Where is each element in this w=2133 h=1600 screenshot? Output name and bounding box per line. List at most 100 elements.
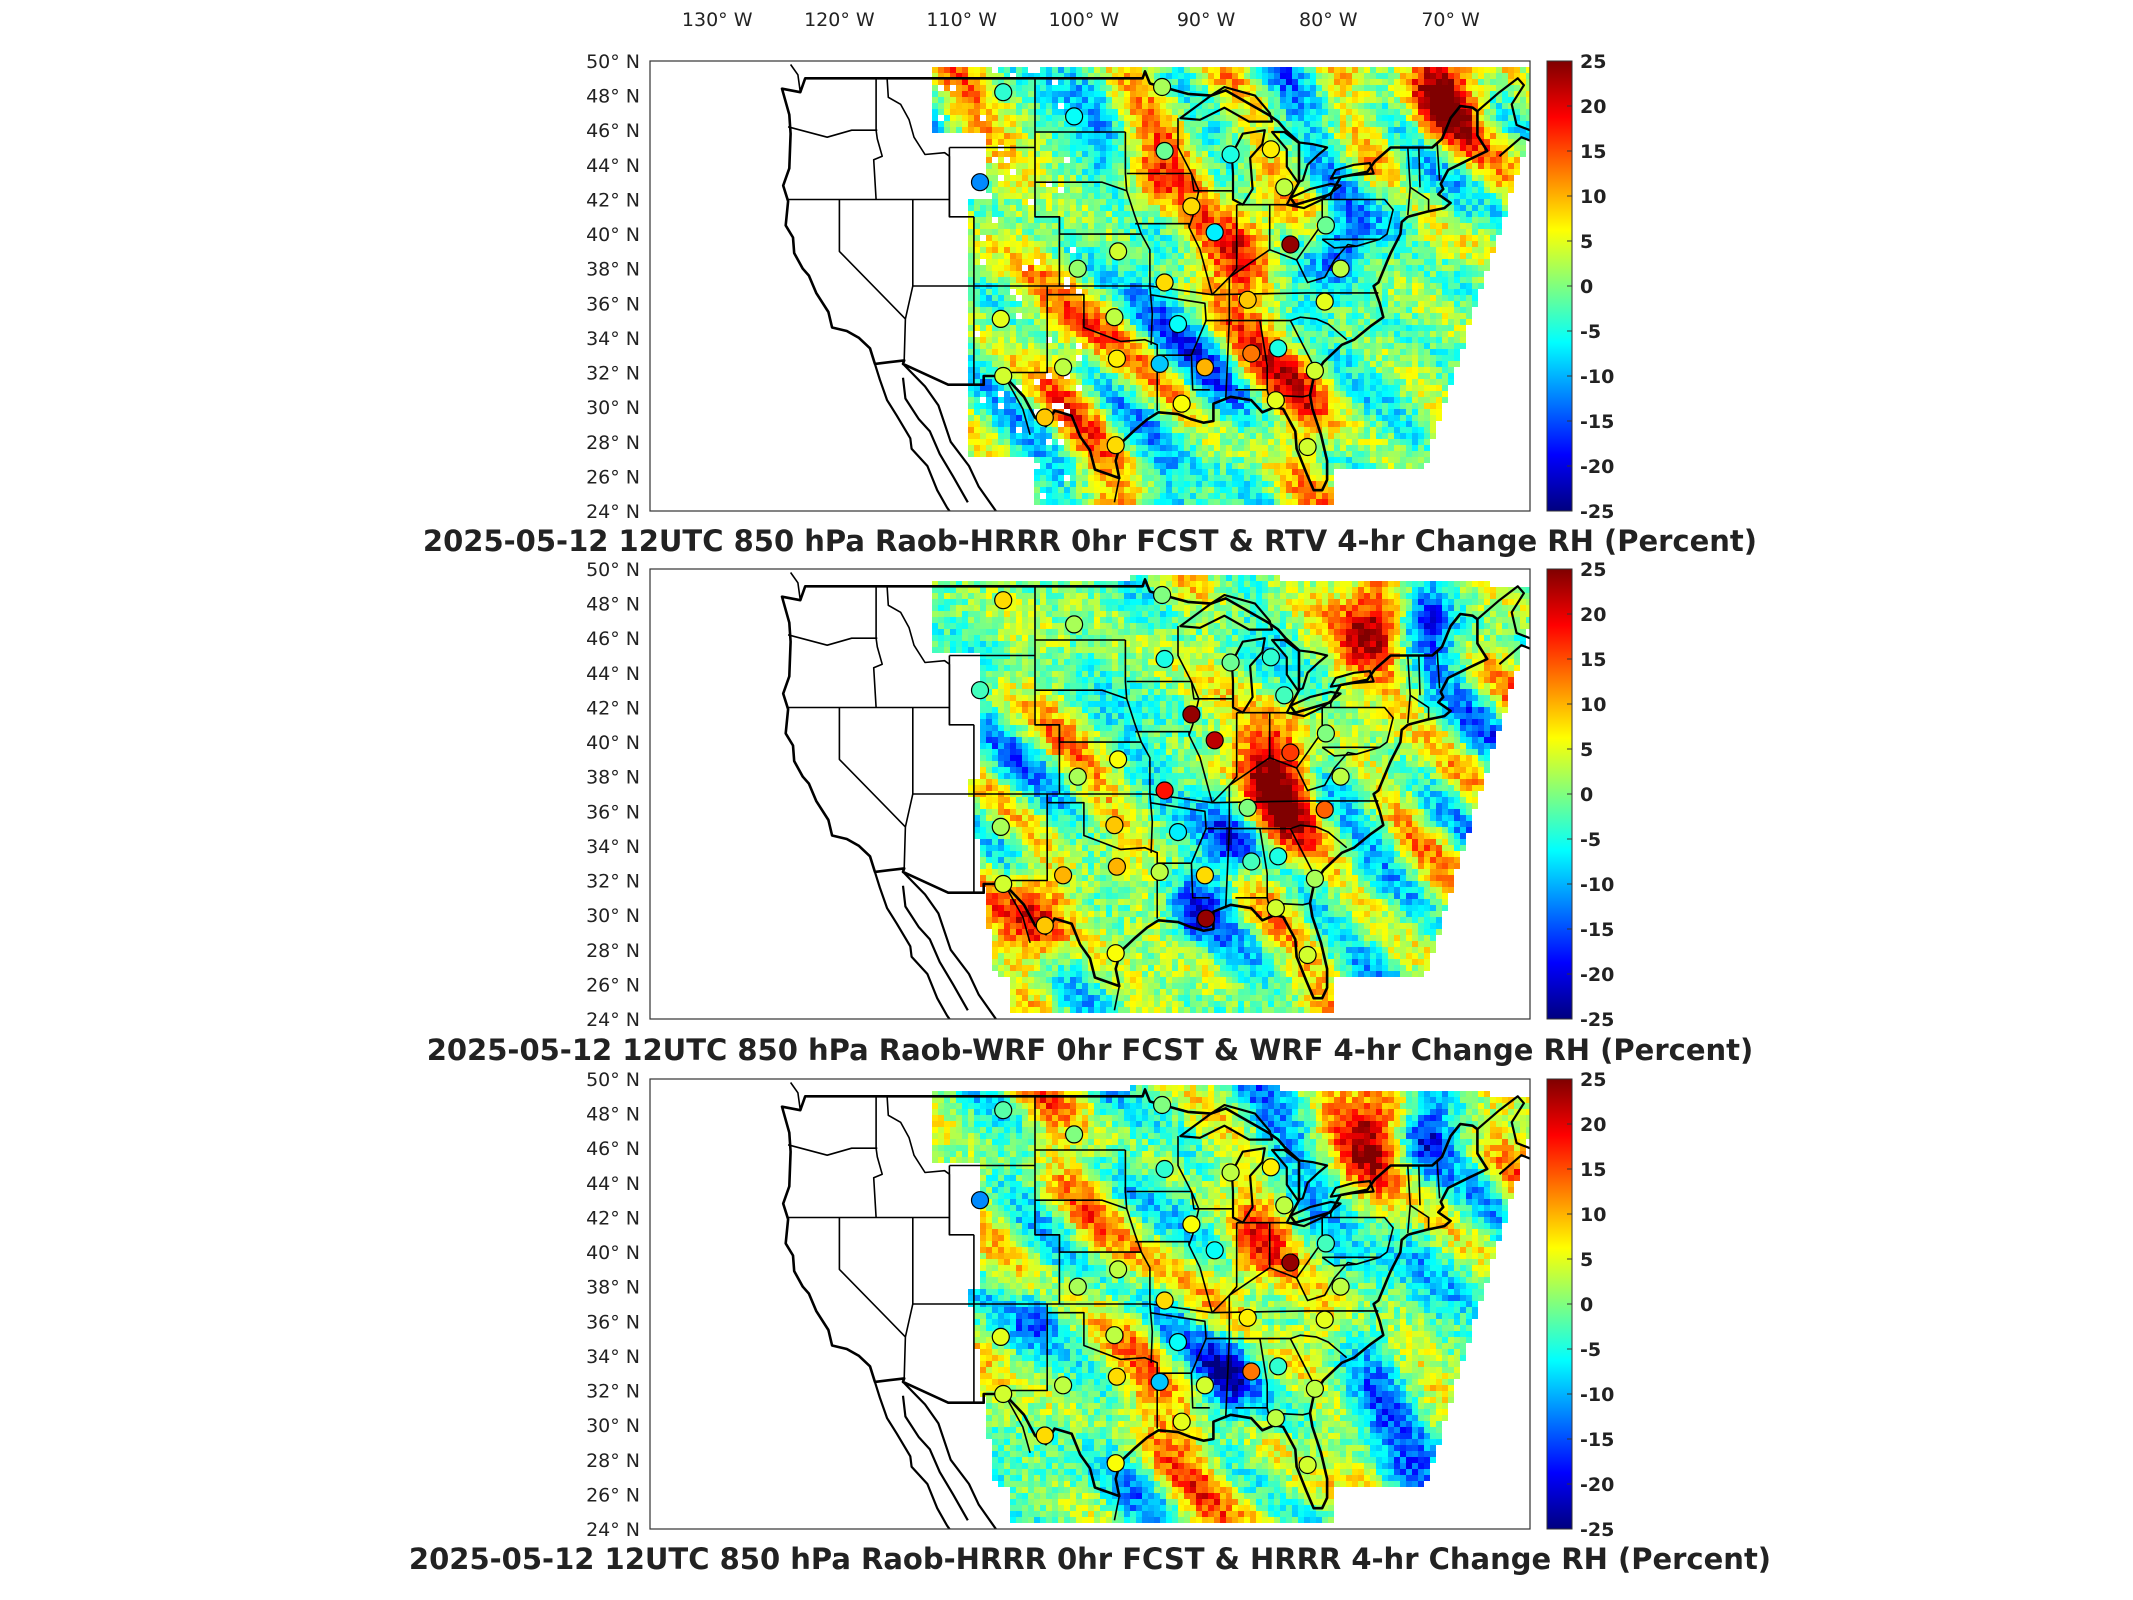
- state-boundary: [872, 586, 883, 708]
- longitude-label: 80° W: [1299, 9, 1358, 31]
- station-marker: [1195, 866, 1215, 885]
- state-boundary: [1235, 828, 1268, 899]
- station-marker: [1205, 731, 1224, 750]
- coastline: [1498, 1154, 1530, 1176]
- station-marker: [1150, 862, 1169, 882]
- station-marker: [1053, 1376, 1073, 1395]
- latitude-label: 40° N: [586, 1242, 640, 1264]
- colorbar-tick-label: 5: [1580, 739, 1593, 761]
- station-marker: [1182, 1215, 1201, 1234]
- station-marker: [1221, 1163, 1240, 1182]
- colorbar-tick-label: -25: [1580, 1009, 1614, 1031]
- state-boundary: [1047, 293, 1158, 411]
- latitude-label: 36° N: [586, 293, 640, 315]
- longitude-label: 100° W: [1049, 9, 1120, 31]
- latitude-label: 44° N: [586, 663, 640, 685]
- station-marker: [1168, 1332, 1188, 1352]
- station-marker: [1152, 77, 1172, 97]
- station-marker: [1168, 315, 1188, 334]
- state-boundary: [1321, 746, 1380, 757]
- latitude-label: 30° N: [586, 1415, 640, 1437]
- station-marker: [994, 366, 1013, 386]
- longitude-label: 70° W: [1421, 9, 1480, 31]
- latitude-label: 26° N: [586, 466, 640, 488]
- latitude-label: 34° N: [586, 328, 640, 350]
- colorbar-tick-label: 25: [1580, 559, 1606, 581]
- colorbar-tick-label: 25: [1580, 1069, 1606, 1091]
- state-boundary: [1035, 216, 1142, 235]
- state-boundary: [1269, 707, 1323, 769]
- state-boundary: [1266, 389, 1311, 398]
- state-boundary: [1047, 1311, 1158, 1429]
- station-marker: [1068, 259, 1087, 278]
- great-lake-outline: [1271, 130, 1329, 184]
- state-boundary: [1321, 238, 1380, 249]
- state-boundary: [787, 1144, 878, 1156]
- latitude-label: 34° N: [586, 1346, 640, 1368]
- map-panel-3: 50° N 48° N 46° N 44° N 42° N 40° N 38° N 36° N…: [409, 1069, 1771, 1576]
- station-marker: [1064, 107, 1084, 126]
- station-marker: [1205, 223, 1224, 242]
- state-boundary: [1035, 1199, 1127, 1210]
- latitude-label: 48° N: [586, 594, 640, 616]
- coastline: [901, 377, 969, 503]
- colorbar-tick-label: -10: [1580, 874, 1614, 896]
- colorbar-tick-label: 0: [1580, 276, 1593, 298]
- station-marker: [1172, 394, 1191, 413]
- colorbar-tick-label: 20: [1580, 604, 1606, 626]
- longitude-labels: 130° W 120° W 110° W 100° W 90° W 80° W 70° W: [682, 9, 1480, 31]
- state-boundary: [912, 1303, 1379, 1314]
- colorbar-tick-label: -15: [1580, 411, 1614, 433]
- state-boundary: [1436, 142, 1441, 181]
- latitude-label: 38° N: [586, 259, 640, 281]
- latitude-label: 42° N: [586, 698, 640, 720]
- state-boundary: [1418, 147, 1421, 188]
- state-boundary: [1003, 286, 1048, 374]
- state-boundary: [1228, 1222, 1238, 1296]
- station-marker: [1221, 145, 1240, 164]
- station-marker: [1108, 242, 1128, 261]
- station-marker: [994, 1101, 1013, 1120]
- latitude-label: 26° N: [586, 974, 640, 996]
- station-marker: [1242, 1362, 1261, 1381]
- state-boundary: [1003, 1304, 1048, 1392]
- state-boundary: [1003, 794, 1048, 882]
- map-panels: 50° N 48° N 46° N 44° N 42° N 40° N 38° N 36° N…: [409, 51, 1771, 1576]
- colorbar-tick-label: -15: [1580, 1429, 1614, 1451]
- latitude-label: 48° N: [586, 86, 640, 108]
- station-marker: [1242, 344, 1261, 363]
- longitude-label: 90° W: [1177, 9, 1236, 31]
- station-marker: [1316, 724, 1336, 743]
- station-marker: [1266, 899, 1285, 918]
- colorbar-tick-label: 10: [1580, 186, 1606, 208]
- station-marker: [1331, 767, 1350, 786]
- station-marker: [1155, 141, 1174, 161]
- latitude-label: 24° N: [586, 1519, 640, 1541]
- state-boundary: [872, 78, 883, 200]
- map-boundaries: [780, 64, 1530, 511]
- station-marker: [1150, 354, 1169, 373]
- colorbar-tick-label: -10: [1580, 1384, 1614, 1406]
- latitude-label: 34° N: [586, 836, 640, 858]
- map-frame: [649, 568, 1531, 1020]
- latitude-label: 50° N: [586, 1069, 640, 1091]
- state-boundary: [912, 793, 1379, 804]
- station-marker: [1205, 1241, 1224, 1260]
- latitude-label: 28° N: [586, 1450, 640, 1472]
- station-marker: [1107, 857, 1127, 876]
- great-lake-outline: [1230, 637, 1266, 714]
- state-boundary: [1228, 204, 1238, 278]
- state-boundary: [838, 1217, 906, 1338]
- colorbar-tick-label: 15: [1580, 649, 1606, 671]
- station-marker: [991, 309, 1010, 328]
- state-boundary: [1295, 751, 1357, 792]
- state-boundary: [903, 707, 914, 869]
- station-marker: [1305, 361, 1325, 380]
- station-marker: [1195, 1376, 1215, 1395]
- colorbar-tick-label: 0: [1580, 1294, 1593, 1316]
- colorbar: 25 20 15 10 5 0 -5 -10 -15 -20 -25: [1546, 559, 1614, 1031]
- colorbar-tick-label: 5: [1580, 1249, 1593, 1271]
- coastline: [901, 885, 969, 1011]
- station-marker: [1242, 852, 1261, 871]
- latitude-label: 46° N: [586, 628, 640, 650]
